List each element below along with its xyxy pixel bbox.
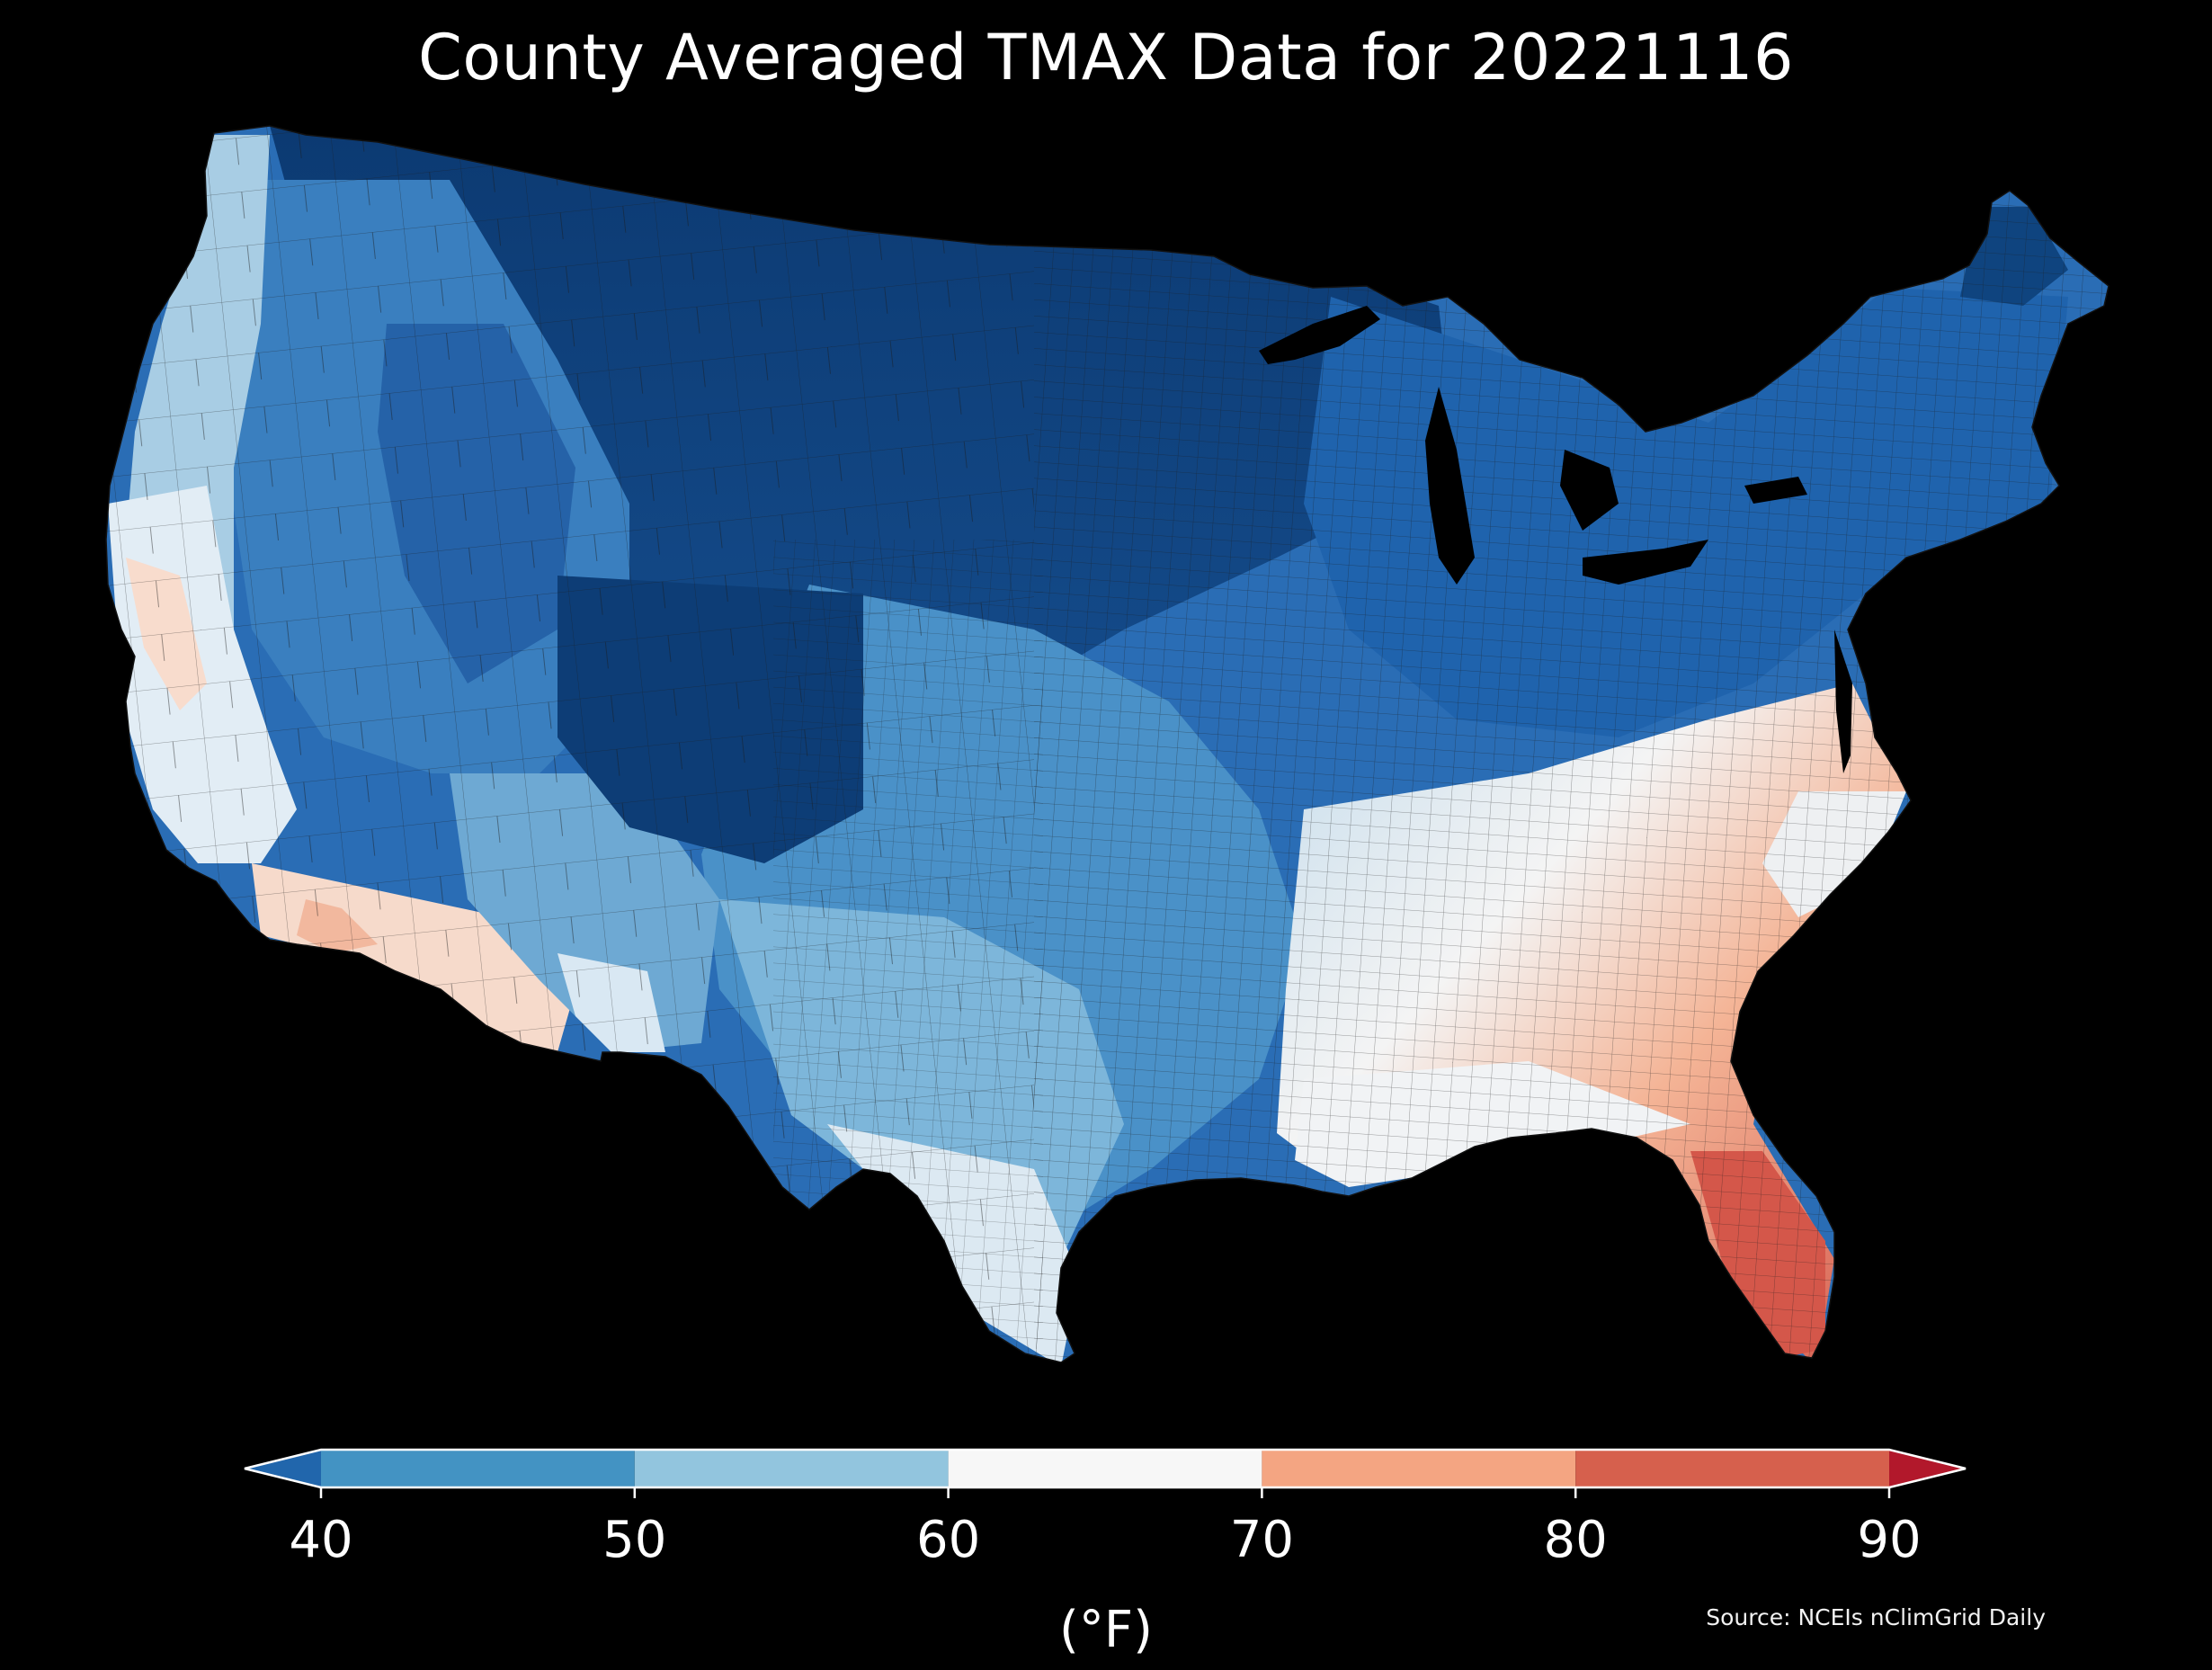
colorbar-bin-40-50 [321,1450,635,1487]
colorbar-bin-60-70 [948,1450,1262,1487]
colorbar-bin-80-90 [1575,1450,1889,1487]
colorbar-tick-label: 70 [1229,1511,1295,1569]
lake-superior [1259,306,1380,364]
lake-michigan [1425,387,1475,585]
colorbar-unit-label: (°F) [1059,1601,1153,1659]
lake-erie [1583,540,1708,585]
colorbar-outline [244,1448,1967,1489]
great-lakes [1259,306,1852,773]
chesapeake-bay [1834,630,1852,773]
lake-ontario [1744,477,1807,504]
map-title: County Averaged TMAX Data for 20221116 [417,21,1795,94]
colorbar-extend-max [1889,1450,1966,1487]
lake-huron [1560,450,1619,531]
colorbar-tick-label: 90 [1857,1511,1922,1569]
source-credit: Source: NCEIs nClimGrid Daily [1706,1604,2046,1630]
colorbar-extend-min [245,1450,321,1487]
map-fill-group [106,126,2109,1362]
colorbar-tick-label: 40 [289,1511,353,1569]
colorbar-bin-50-60 [634,1450,949,1487]
county-lines-plains [773,540,1043,1349]
colorbar-tick-label: 50 [602,1511,667,1569]
us-outline [105,125,2109,1363]
colorbar-bin-70-80 [1262,1450,1576,1487]
colorbar-tick-label: 80 [1543,1511,1608,1569]
map-svg [105,125,2109,1363]
colorbar-tick-label: 60 [915,1511,981,1569]
us-county-tmax-map [105,125,2109,1363]
